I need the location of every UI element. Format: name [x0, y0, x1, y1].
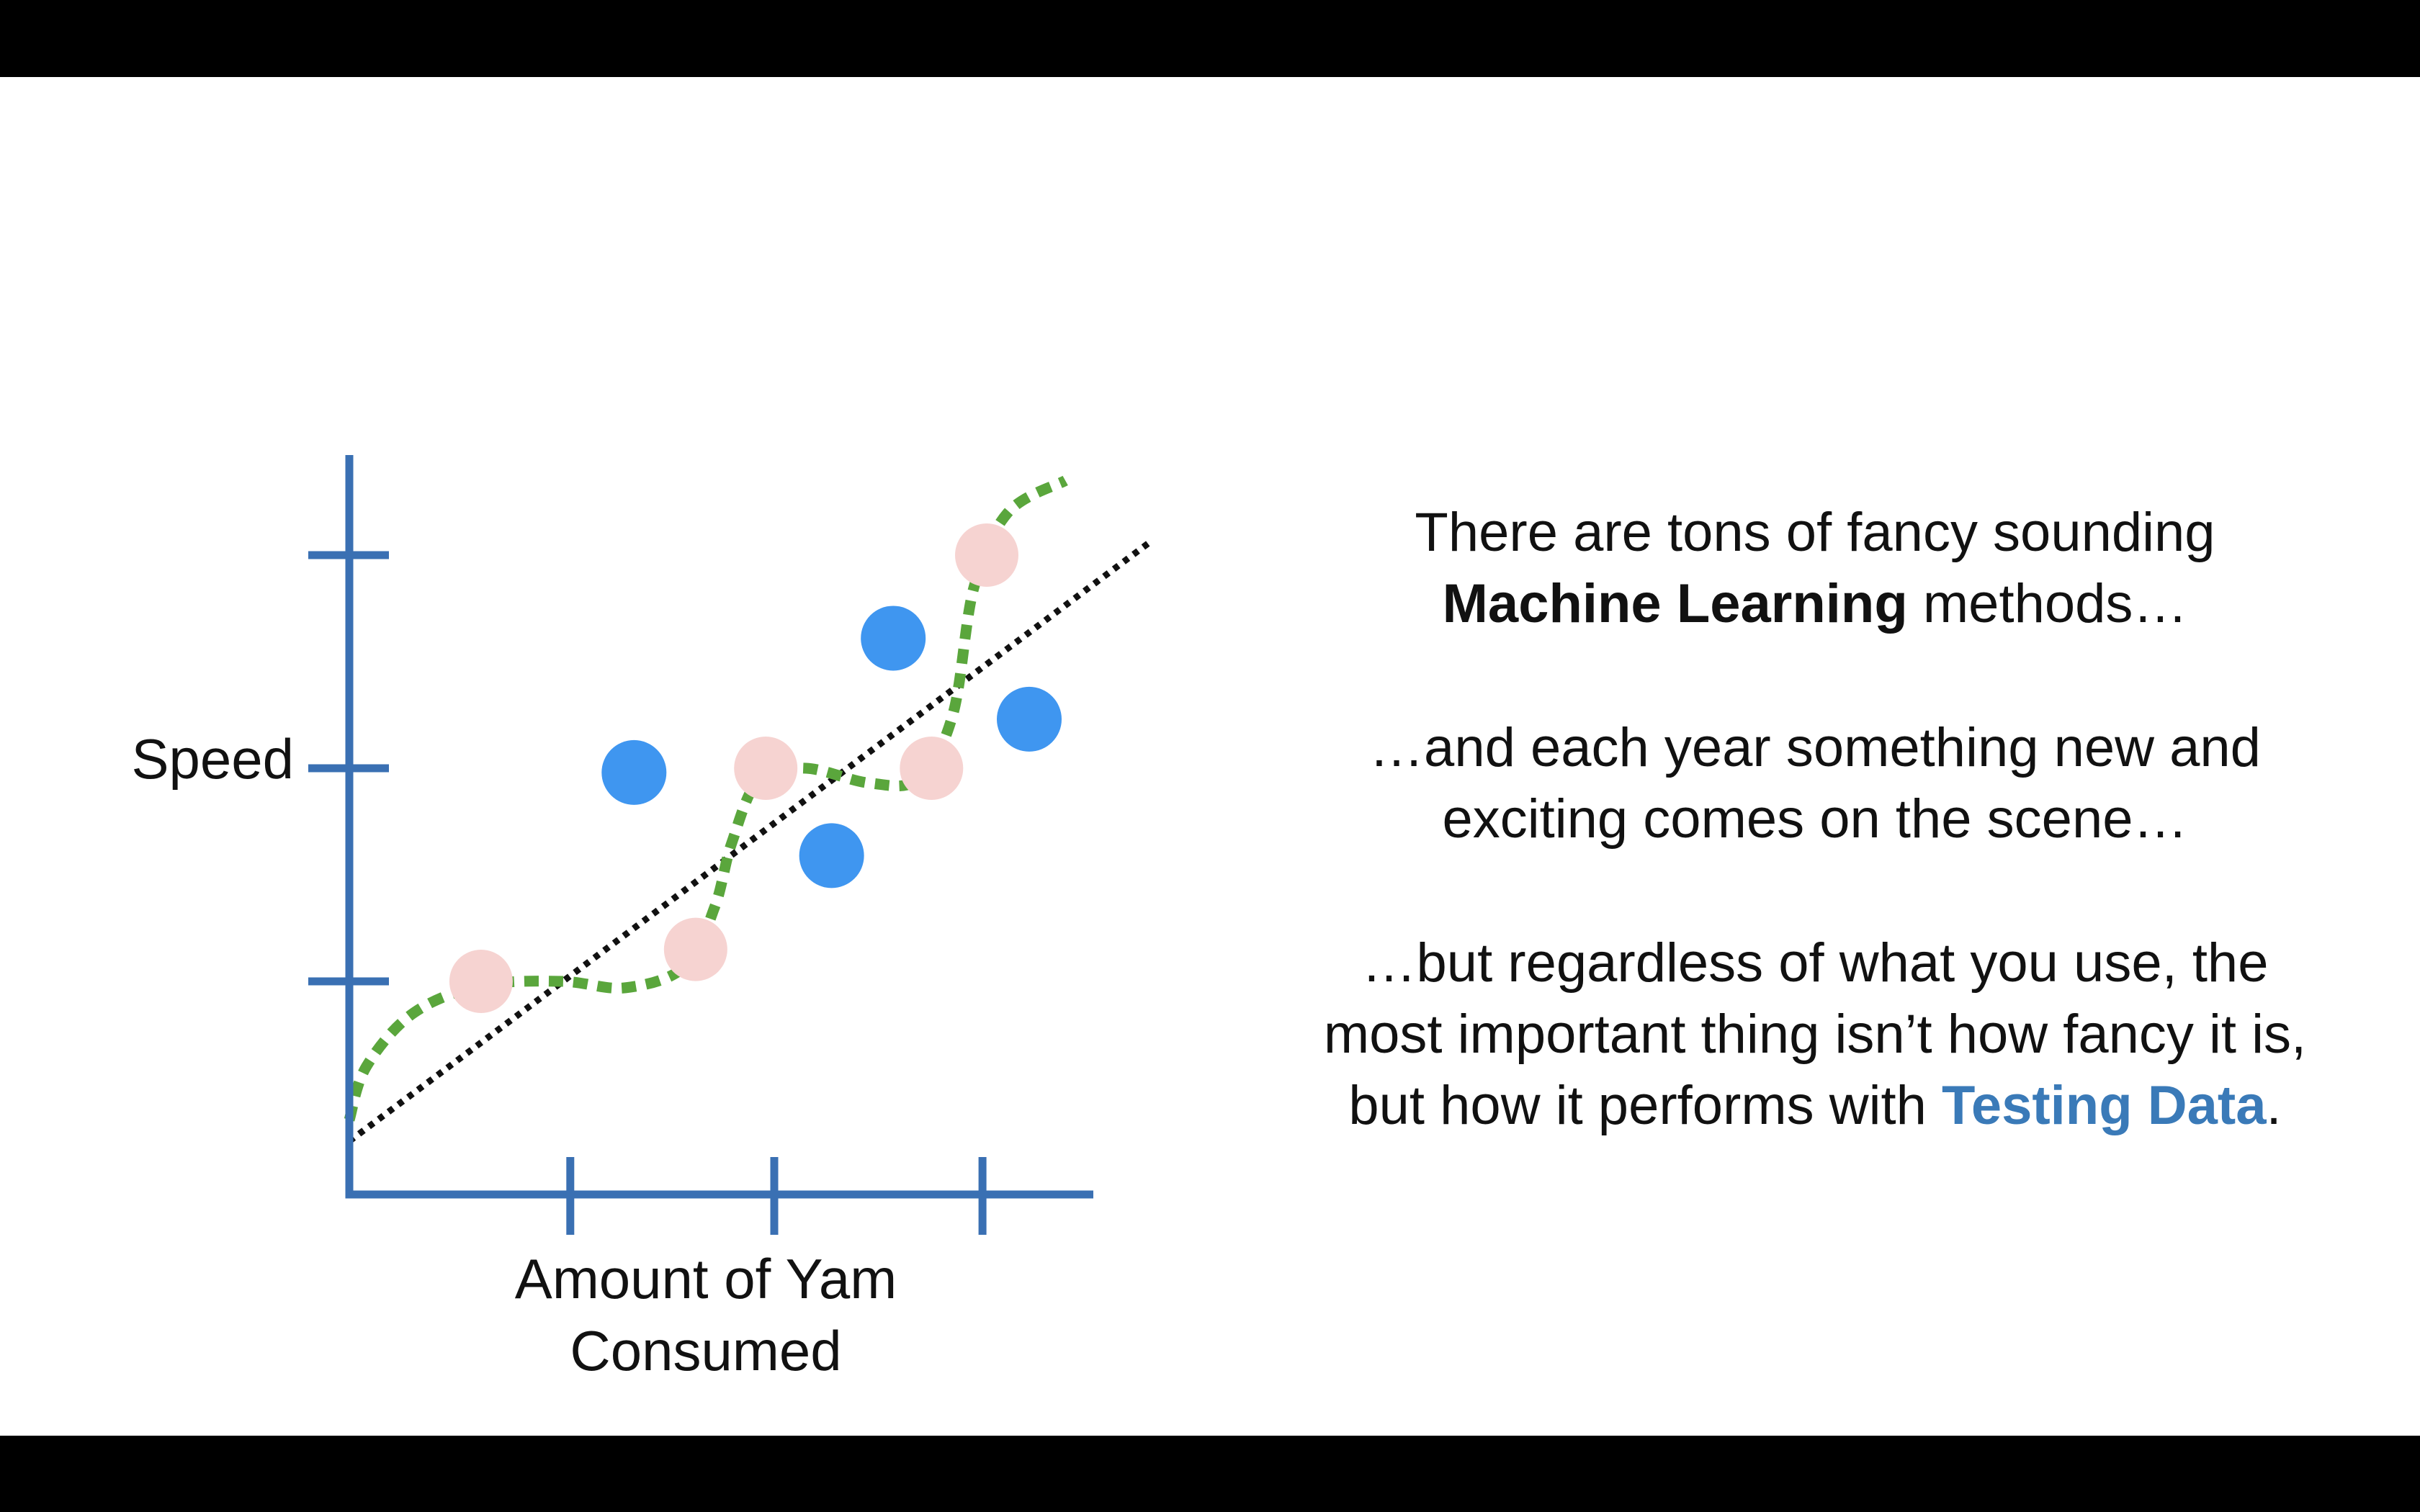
training-point — [449, 950, 513, 1013]
paragraph-3-line-3: but how it performs with — [1348, 1075, 1927, 1136]
axes — [308, 455, 1093, 1235]
paragraph-1: There are tons of fancy sounding Machine… — [1224, 497, 2406, 639]
x-axis-label-line2: Consumed — [570, 1319, 841, 1382]
testing-point — [799, 823, 864, 888]
training-point — [734, 737, 798, 800]
testing-data-emphasis: Testing Data — [1942, 1075, 2267, 1136]
paragraph-3-period: . — [2266, 1075, 2282, 1136]
video-letterbox-top — [0, 0, 2420, 77]
paragraph-3: …but regardless of what you use, the mos… — [1224, 927, 2406, 1141]
paragraph-2: …and each year something new and excitin… — [1224, 712, 2406, 855]
testing-point — [997, 686, 1062, 752]
video-letterbox-bottom — [0, 1436, 2420, 1512]
fit-lines — [344, 475, 1155, 1144]
training-point — [955, 523, 1018, 587]
data-points — [449, 523, 1062, 1013]
paragraph-2-line-2: exciting comes on the scene… — [1442, 788, 2188, 850]
slide-text: There are tons of fancy sounding Machine… — [1224, 497, 2406, 1214]
slide — [0, 77, 2420, 1436]
paragraph-1-tail: methods… — [1922, 573, 2188, 634]
y-axis-label: Speed — [131, 727, 294, 791]
training-point — [663, 917, 727, 981]
testing-point — [861, 606, 926, 671]
testing-point — [601, 739, 667, 805]
x-axis-label-line1: Amount of Yam — [515, 1247, 897, 1310]
paragraph-3-line-1: …but regardless of what you use, the — [1361, 932, 2269, 994]
straight-line-fit — [347, 537, 1155, 1144]
machine-learning-emphasis: Machine Learning — [1442, 573, 1908, 634]
paragraph-2-line-1: …and each year something new and — [1369, 717, 2261, 778]
paragraph-1-line-1: There are tons of fancy sounding — [1415, 502, 2215, 563]
training-point — [900, 737, 964, 800]
paragraph-3-line-2: most important thing isn’t how fancy it … — [1323, 1004, 2307, 1065]
squiggle-fit — [344, 475, 1068, 1122]
